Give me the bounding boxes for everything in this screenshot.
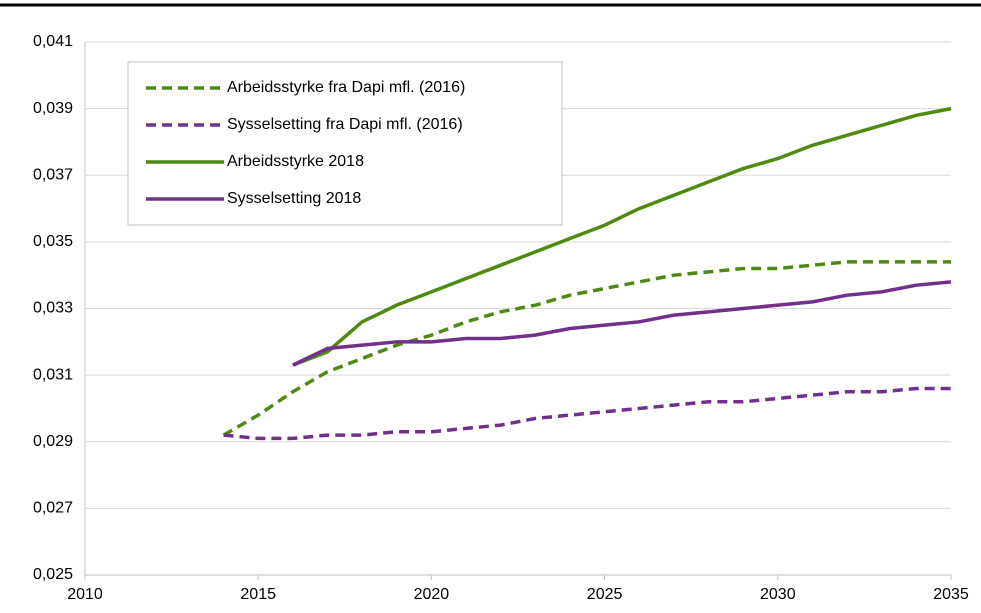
x-tick-label: 2030	[760, 586, 796, 603]
series-line	[292, 280, 952, 367]
y-tick-label: 0,037	[33, 166, 73, 183]
y-tick-label: 0,039	[33, 100, 73, 117]
series-line	[223, 386, 951, 441]
legend-label: Sysselsetting fra Dapi mfl. (2016)	[227, 116, 463, 133]
x-tick-label: 2035	[933, 586, 969, 603]
x-tick-label: 2025	[587, 586, 623, 603]
x-tick-label: 2020	[414, 586, 450, 603]
series-line	[292, 106, 952, 367]
y-tick-label: 0,027	[33, 500, 73, 517]
y-tick-label: 0,031	[33, 366, 73, 383]
legend-label: Sysselsetting 2018	[227, 190, 361, 207]
y-tick-label: 0,033	[33, 300, 73, 317]
x-tick-label: 2015	[240, 586, 276, 603]
y-tick-label: 0,029	[33, 433, 73, 450]
y-tick-label: 0,035	[33, 233, 73, 250]
y-tick-label: 0,041	[33, 33, 73, 50]
legend-label: Arbeidsstyrke fra Dapi mfl. (2016)	[227, 79, 465, 96]
x-tick-label: 2010	[67, 586, 103, 603]
legend-label: Arbeidsstyrke 2018	[227, 153, 364, 170]
y-tick-label: 0,025	[33, 566, 73, 583]
